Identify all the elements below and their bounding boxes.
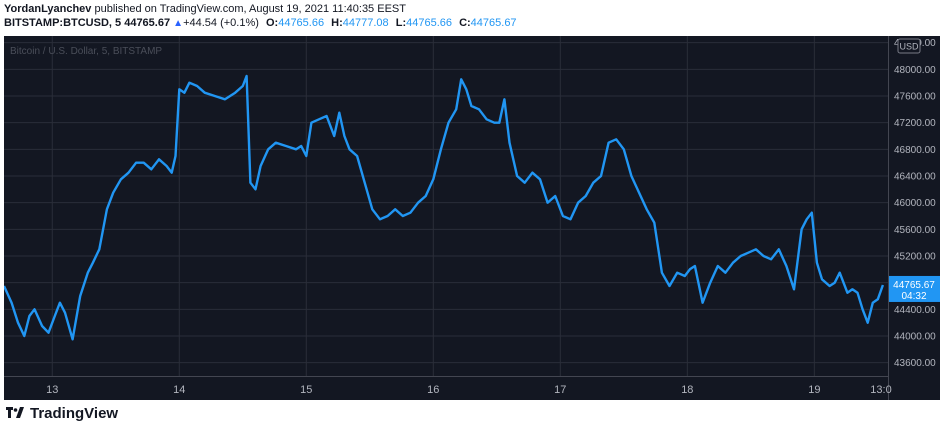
close-value: 44765.67 (470, 17, 517, 29)
low-value: 44765.66 (406, 17, 452, 29)
currency-box (897, 38, 921, 54)
up-triangle-icon: ▲ (173, 18, 184, 29)
price-change: +44.54 (+0.1%) (183, 17, 259, 29)
open-value: 44765.66 (278, 17, 325, 29)
tradingview-logo-icon (6, 407, 24, 419)
x-tick-label: 14 (173, 384, 185, 396)
x-tick-label: 13:0 (870, 384, 891, 396)
x-tick-label: 18 (681, 384, 693, 396)
y-tick-label: 48000.00 (894, 65, 936, 76)
publish-info: published on TradingView.com, August 19,… (94, 3, 406, 15)
currency-label: USD (899, 42, 919, 52)
last-price: 44765.67 (124, 17, 171, 29)
x-tick-label: 15 (300, 384, 312, 396)
author-name[interactable]: YordanLyanchev (4, 3, 92, 15)
y-tick-label: 47600.00 (894, 92, 936, 103)
last-price-label: 44765.67 (893, 280, 935, 291)
x-tick-label: 16 (427, 384, 439, 396)
x-tick-label: 17 (554, 384, 566, 396)
high-label: H: (331, 17, 343, 29)
y-tick-label: 44000.00 (894, 332, 936, 343)
y-tick-label: 47200.00 (894, 118, 936, 129)
chart-header: YordanLyanchev published on TradingView.… (4, 2, 940, 32)
y-tick-label: 45200.00 (894, 252, 936, 263)
last-price-badge (889, 275, 940, 302)
close-label: C: (459, 17, 471, 29)
chart-area[interactable]: Bitcoin / U.S. Dollar, 5, BITSTAMP 43600.… (4, 36, 940, 400)
y-tick-label: 45600.00 (894, 225, 936, 236)
y-tick-label: 46800.00 (894, 145, 936, 156)
price-line-series (4, 74, 885, 341)
y-tick-label: 46000.00 (894, 198, 936, 209)
open-label: O: (265, 17, 279, 29)
x-tick-label: 13 (46, 384, 58, 396)
y-tick-label: 43600.00 (894, 358, 936, 369)
low-label: L: (395, 17, 407, 29)
chart-title-watermark: Bitcoin / U.S. Dollar, 5, BITSTAMP (10, 46, 162, 57)
y-tick-label: 44400.00 (894, 305, 936, 316)
high-value: 44777.08 (342, 17, 389, 29)
symbol-label[interactable]: BITSTAMP:BTCUSD, 5 (4, 17, 122, 29)
y-tick-label: 46400.00 (894, 172, 936, 183)
price-chart[interactable]: Bitcoin / U.S. Dollar, 5, BITSTAMP 43600.… (4, 36, 940, 400)
countdown-label: 04:32 (901, 291, 926, 302)
tradingview-footer: TradingView (6, 404, 118, 422)
tradingview-brand[interactable]: TradingView (30, 404, 119, 422)
x-tick-label: 19 (808, 384, 820, 396)
